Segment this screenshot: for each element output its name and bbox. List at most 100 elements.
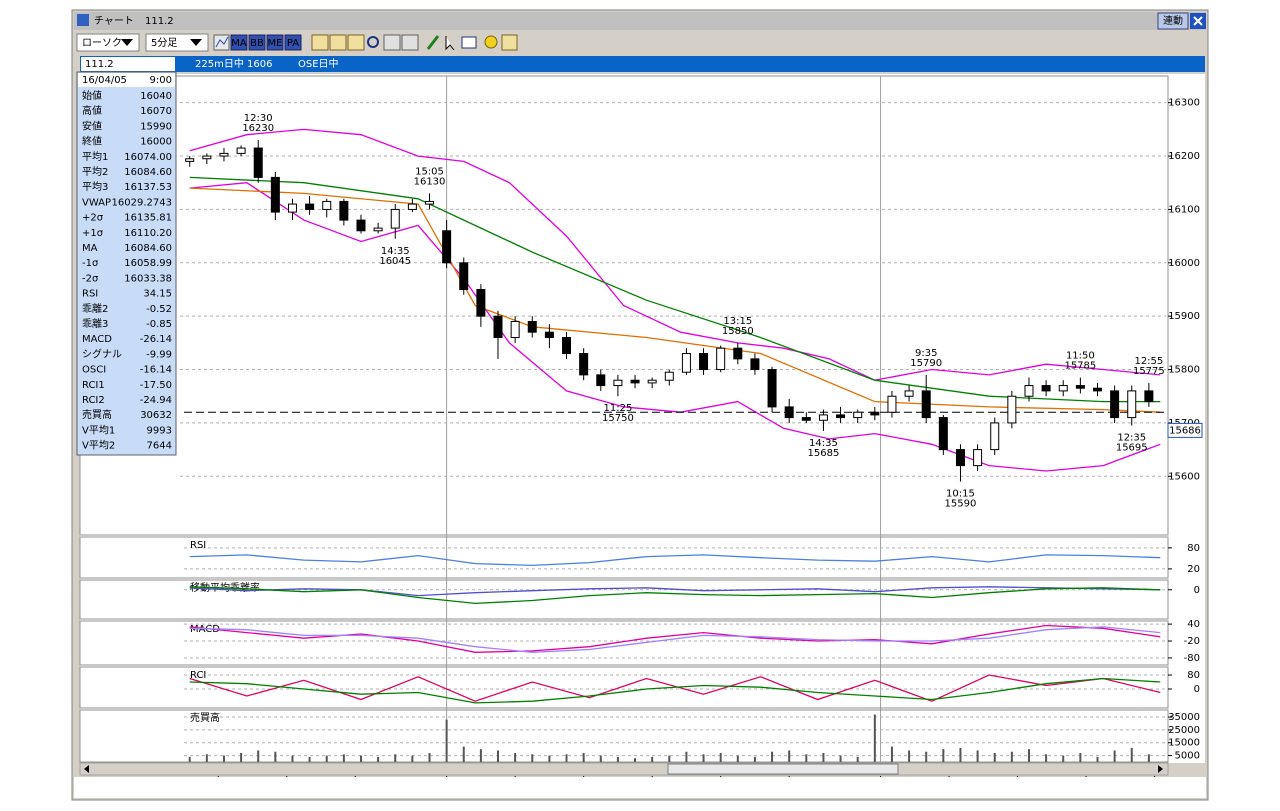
tool-button[interactable] bbox=[484, 35, 498, 49]
candle-body bbox=[681, 353, 691, 373]
volume-bar bbox=[925, 751, 928, 762]
candle-body bbox=[921, 390, 931, 419]
candle-body bbox=[767, 369, 777, 408]
indicator-line bbox=[189, 624, 1161, 653]
tool-button[interactable] bbox=[230, 34, 248, 51]
link-button[interactable] bbox=[1157, 12, 1189, 30]
tool-button[interactable] bbox=[213, 34, 230, 51]
volume-bar bbox=[702, 754, 705, 762]
candle-body bbox=[1092, 387, 1102, 392]
scroll-thumb[interactable] bbox=[667, 763, 899, 775]
interval-select[interactable] bbox=[145, 33, 209, 52]
volume-bar bbox=[908, 750, 911, 762]
candle-body bbox=[870, 411, 880, 416]
candle-body bbox=[442, 230, 452, 264]
candle-body bbox=[219, 152, 229, 157]
data-label: 始値 bbox=[82, 89, 102, 102]
y-tick-label: -80 bbox=[1184, 653, 1200, 664]
data-value: 16135.81 bbox=[124, 213, 172, 224]
indicator-line bbox=[189, 128, 1161, 381]
window-code: 111.2 bbox=[145, 16, 174, 27]
annotation-time: 12:35 bbox=[1117, 433, 1146, 444]
candle-body bbox=[990, 422, 1000, 451]
candle-body bbox=[853, 411, 863, 419]
tool-button[interactable] bbox=[266, 34, 284, 51]
volume-bar bbox=[1130, 747, 1133, 762]
candle-body bbox=[904, 390, 914, 397]
candle-body bbox=[544, 331, 554, 339]
data-label: 平均2 bbox=[82, 165, 108, 178]
candle-body bbox=[459, 262, 469, 290]
data-rows: 始値 16040 高値 16070 安値 15990 終値 16000 平均1 16074.00 平… bbox=[82, 89, 172, 452]
panel-frame bbox=[79, 620, 1169, 666]
tool-button[interactable] bbox=[284, 34, 302, 51]
code-box[interactable] bbox=[81, 57, 175, 71]
candle-body bbox=[527, 321, 537, 333]
tool-button[interactable] bbox=[311, 34, 329, 51]
scrollbar[interactable] bbox=[79, 762, 1169, 776]
window-title: チャート bbox=[94, 15, 134, 27]
volume-bar bbox=[462, 746, 465, 762]
panel-title: 売買高 bbox=[190, 711, 220, 724]
annotation-price: 15750 bbox=[602, 413, 634, 424]
panel-title: MACD bbox=[190, 624, 220, 635]
tool-icons bbox=[311, 34, 518, 51]
volume-bar bbox=[274, 751, 277, 762]
volume-bar bbox=[582, 753, 585, 762]
data-label: RCI2 bbox=[82, 395, 105, 406]
volume-bar bbox=[291, 755, 294, 762]
volume-bar bbox=[856, 756, 859, 762]
volume-bar bbox=[342, 754, 345, 762]
volume-bar bbox=[651, 756, 654, 762]
volume-bar bbox=[411, 755, 414, 762]
annotation-price: 16045 bbox=[379, 256, 411, 267]
volume-bar bbox=[188, 756, 191, 762]
app-icon bbox=[77, 14, 89, 26]
scroll-left[interactable] bbox=[84, 765, 89, 773]
info-contract: 225m日中 1606 bbox=[195, 57, 272, 70]
candle-body bbox=[613, 379, 623, 387]
zoom-button[interactable] bbox=[367, 36, 379, 48]
volume-bar bbox=[1096, 756, 1099, 762]
data-panel bbox=[76, 71, 177, 456]
annotation-price: 15785 bbox=[1064, 361, 1096, 372]
pen-button[interactable] bbox=[426, 35, 440, 50]
candle-body bbox=[305, 203, 315, 210]
scroll-right[interactable] bbox=[1158, 765, 1163, 773]
volume-bar bbox=[839, 755, 842, 762]
candle-body bbox=[750, 358, 760, 371]
y-tick-label: 25000 bbox=[1168, 725, 1200, 736]
volume-bar bbox=[531, 754, 534, 762]
tool-button[interactable] bbox=[329, 34, 347, 51]
candle-body bbox=[647, 379, 657, 384]
candle-body bbox=[390, 208, 400, 229]
indicator-line bbox=[189, 586, 1161, 605]
candle-body bbox=[253, 147, 263, 178]
y-tick-label: 20 bbox=[1187, 564, 1200, 575]
data-value: 7644 bbox=[147, 441, 172, 452]
tool-button[interactable] bbox=[501, 34, 518, 51]
candle-body bbox=[579, 353, 589, 376]
tool-button[interactable] bbox=[401, 34, 419, 51]
y-tick-label: 0 bbox=[1194, 585, 1200, 596]
style-select[interactable] bbox=[76, 33, 140, 52]
tool-button[interactable] bbox=[347, 34, 365, 51]
tool-button[interactable] bbox=[248, 34, 266, 51]
candle-body bbox=[476, 288, 486, 317]
volume-bar bbox=[668, 755, 671, 762]
data-value: 9993 bbox=[147, 425, 172, 436]
pointer-button[interactable] bbox=[445, 36, 455, 51]
data-value: -0.52 bbox=[146, 304, 172, 315]
data-date: 16/04/05 bbox=[82, 75, 127, 86]
volume-bar bbox=[788, 750, 791, 762]
data-value: -9.99 bbox=[146, 349, 172, 360]
y-tick-label: 16300 bbox=[1168, 98, 1200, 109]
candle-body bbox=[339, 200, 349, 221]
candle-body bbox=[185, 158, 195, 162]
y-tick-label: 80 bbox=[1187, 670, 1200, 681]
tool-button[interactable] bbox=[383, 34, 401, 51]
tool-button[interactable] bbox=[461, 36, 477, 49]
tool-icon bbox=[215, 36, 229, 48]
data-label: シグナル bbox=[82, 347, 122, 360]
